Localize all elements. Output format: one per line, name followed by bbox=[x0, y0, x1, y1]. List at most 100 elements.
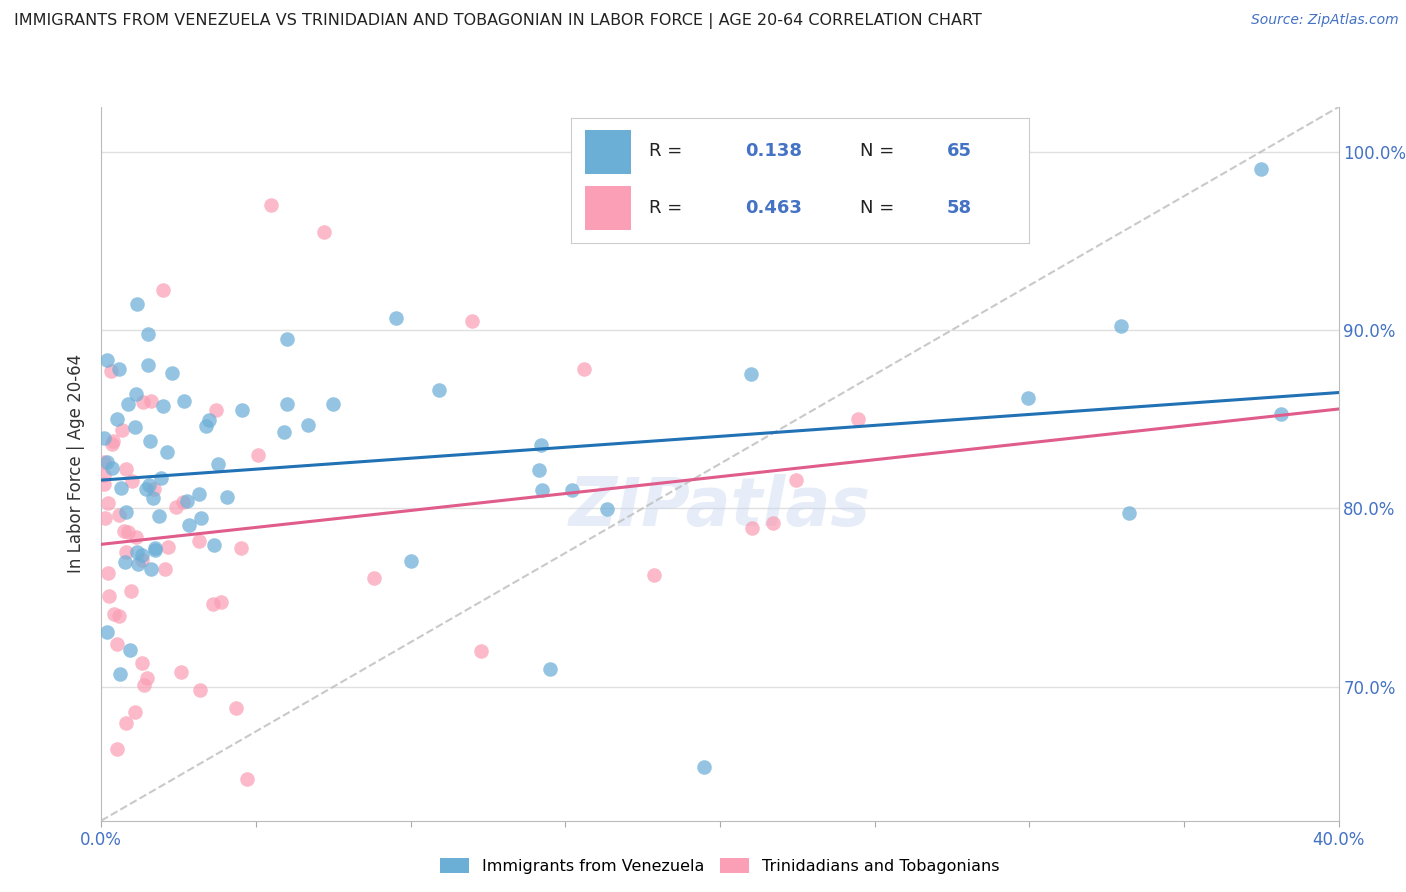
Point bbox=[108, 667, 131, 681]
Point bbox=[260, 198, 283, 212]
Point bbox=[124, 705, 146, 719]
Point bbox=[114, 555, 136, 569]
Point bbox=[229, 541, 252, 556]
Point bbox=[470, 644, 492, 658]
Point bbox=[461, 314, 484, 328]
Point bbox=[142, 491, 165, 505]
Text: ZIPatlas: ZIPatlas bbox=[569, 474, 870, 540]
Point bbox=[117, 524, 139, 539]
Point bbox=[276, 397, 298, 411]
Point bbox=[1118, 507, 1140, 521]
Point bbox=[97, 566, 120, 581]
Point bbox=[225, 701, 247, 715]
Point bbox=[399, 554, 422, 568]
Point bbox=[125, 530, 148, 544]
Point bbox=[112, 524, 135, 538]
Point bbox=[108, 508, 131, 522]
Point bbox=[247, 448, 270, 462]
Point bbox=[143, 541, 166, 555]
Point bbox=[173, 393, 195, 408]
Point bbox=[103, 607, 125, 622]
Point bbox=[105, 412, 128, 426]
Point bbox=[136, 327, 159, 342]
Point bbox=[188, 533, 211, 548]
Point bbox=[643, 567, 665, 582]
Point bbox=[111, 423, 134, 437]
Point bbox=[205, 403, 228, 417]
Point bbox=[96, 495, 118, 509]
Point bbox=[132, 678, 155, 692]
Point bbox=[217, 490, 239, 504]
Point bbox=[188, 683, 211, 698]
Point bbox=[312, 225, 335, 239]
Point bbox=[297, 418, 319, 433]
Point bbox=[96, 625, 118, 640]
Point bbox=[110, 481, 132, 495]
Point bbox=[172, 495, 194, 509]
Point bbox=[117, 396, 139, 410]
Point bbox=[141, 562, 163, 576]
Point bbox=[135, 482, 157, 496]
Point bbox=[363, 571, 385, 585]
Point bbox=[531, 483, 554, 497]
Point bbox=[142, 482, 165, 496]
Point bbox=[152, 400, 174, 414]
Point bbox=[131, 548, 153, 562]
Point bbox=[101, 437, 124, 451]
Point bbox=[139, 434, 162, 449]
Point bbox=[136, 358, 159, 372]
Point bbox=[120, 584, 142, 599]
Point bbox=[209, 595, 232, 609]
Point bbox=[741, 521, 763, 535]
Point bbox=[188, 486, 211, 500]
Point bbox=[152, 283, 174, 297]
Point bbox=[165, 500, 187, 515]
Point bbox=[94, 511, 117, 525]
Point bbox=[96, 353, 118, 368]
Point bbox=[115, 462, 138, 476]
Text: IMMIGRANTS FROM VENEZUELA VS TRINIDADIAN AND TOBAGONIAN IN LABOR FORCE | AGE 20-: IMMIGRANTS FROM VENEZUELA VS TRINIDADIAN… bbox=[14, 13, 981, 29]
Point bbox=[125, 386, 148, 401]
Point bbox=[105, 742, 128, 756]
Text: Source: ZipAtlas.com: Source: ZipAtlas.com bbox=[1251, 13, 1399, 28]
Point bbox=[427, 383, 450, 397]
Point bbox=[1109, 319, 1132, 334]
Point bbox=[176, 493, 198, 508]
Point bbox=[179, 518, 201, 533]
Point bbox=[108, 361, 131, 376]
Point bbox=[322, 397, 344, 411]
Point bbox=[120, 643, 142, 657]
Point bbox=[1250, 162, 1272, 177]
Point bbox=[124, 420, 146, 434]
Point bbox=[136, 672, 159, 686]
Point bbox=[115, 505, 138, 519]
Point bbox=[115, 715, 138, 730]
Point bbox=[160, 366, 183, 380]
Point bbox=[127, 557, 149, 571]
Y-axis label: In Labor Force | Age 20-64: In Labor Force | Age 20-64 bbox=[67, 354, 86, 574]
Point bbox=[155, 562, 177, 576]
Point bbox=[1270, 407, 1292, 421]
Point bbox=[530, 438, 553, 452]
Point bbox=[693, 760, 716, 774]
Point bbox=[143, 543, 166, 558]
Point bbox=[93, 468, 115, 483]
Point bbox=[156, 540, 179, 554]
Point bbox=[740, 367, 762, 381]
Point bbox=[785, 473, 807, 487]
Point bbox=[762, 516, 785, 530]
Point bbox=[138, 478, 160, 492]
Point bbox=[121, 474, 143, 488]
Point bbox=[231, 402, 253, 417]
Point bbox=[101, 460, 124, 475]
Point bbox=[131, 552, 153, 566]
Legend: Immigrants from Venezuela, Trinidadians and Tobagonians: Immigrants from Venezuela, Trinidadians … bbox=[434, 852, 1005, 880]
Point bbox=[93, 455, 115, 469]
Point bbox=[127, 297, 149, 311]
Point bbox=[105, 637, 128, 651]
Point bbox=[156, 445, 179, 459]
Point bbox=[204, 538, 226, 552]
Point bbox=[148, 509, 170, 524]
Point bbox=[538, 662, 561, 676]
Point bbox=[100, 364, 122, 378]
